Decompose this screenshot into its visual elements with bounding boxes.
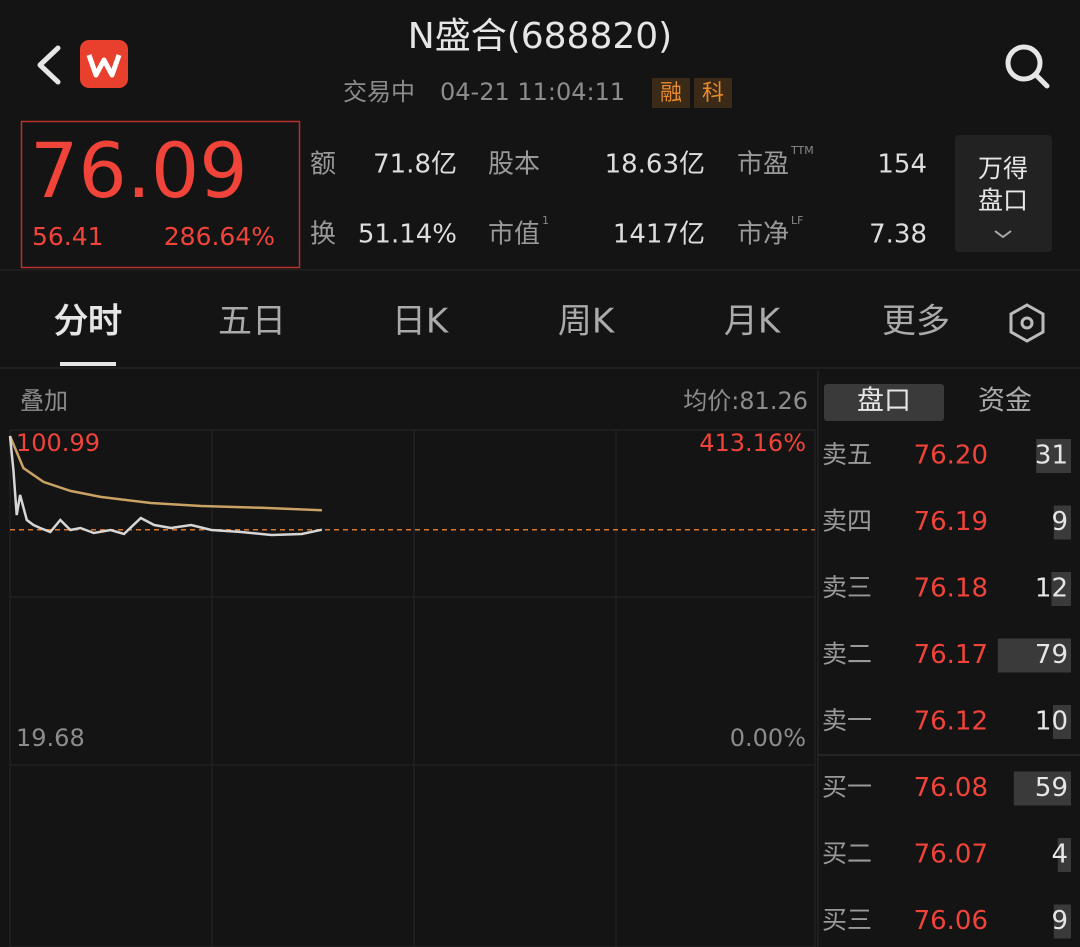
settings-dot	[1020, 316, 1034, 330]
search-icon	[1005, 44, 1043, 82]
book-price: 76.06	[914, 906, 988, 936]
stat-sup: LF	[791, 214, 803, 227]
stat-value: 7.38	[869, 220, 927, 250]
tab[interactable]: 月K	[724, 302, 782, 342]
change: 56.41	[32, 222, 104, 251]
book-volume: 59	[1035, 773, 1068, 803]
volume-bar	[1051, 572, 1071, 606]
volume-bar	[1053, 705, 1071, 739]
book-label: 买二	[822, 839, 872, 868]
book-volume: 10	[1035, 707, 1068, 737]
volume-bar	[997, 638, 1071, 673]
book-label: 卖五	[822, 440, 872, 469]
stat-label: 换	[310, 220, 336, 250]
app-logo[interactable]	[80, 40, 128, 88]
stat-label: 额	[310, 150, 336, 180]
book-tab[interactable]: 资金	[978, 386, 1032, 417]
book-price: 76.18	[914, 574, 988, 604]
chevron	[994, 230, 1012, 239]
volume-bar	[1053, 904, 1071, 939]
logo-mark	[86, 54, 122, 78]
stat-label: 股本	[488, 150, 540, 180]
book-label: 买一	[822, 773, 872, 802]
stat-sup: TTM	[790, 144, 814, 157]
book-price: 76.07	[914, 840, 988, 870]
tab[interactable]: 五日	[218, 302, 286, 342]
y-min-label: 19.68	[16, 724, 85, 752]
badge: 融	[660, 81, 682, 106]
avg-line	[8, 435, 322, 512]
stat-value: 51.14%	[358, 220, 457, 250]
stat-value: 154	[877, 150, 927, 180]
book-price: 76.19	[914, 507, 988, 537]
title: N盛合(688820)	[408, 16, 672, 57]
back-button[interactable]	[37, 45, 61, 85]
stat-value: 71.8亿	[373, 150, 457, 180]
chart-frame	[9, 429, 816, 947]
book-label: 卖一	[822, 706, 872, 735]
badge-bg	[694, 78, 732, 108]
tab-underline	[60, 362, 116, 366]
stat-sup: 1	[542, 214, 549, 227]
search-button[interactable]	[1005, 44, 1050, 89]
tab[interactable]: 日K	[392, 302, 450, 342]
volume-bar	[1013, 771, 1071, 806]
y-max-label: 100.99	[16, 429, 100, 457]
badge: 科	[702, 81, 724, 106]
book-label: 卖二	[822, 640, 872, 669]
volume-bar	[1057, 838, 1071, 872]
book-volume: 4	[1051, 840, 1068, 870]
stat-label: 市净	[737, 220, 789, 250]
search-handle	[1033, 72, 1050, 89]
book-volume: 9	[1051, 906, 1068, 936]
price: 76.09	[30, 126, 248, 215]
book-label: 卖四	[822, 507, 872, 536]
tab[interactable]: 分时	[54, 302, 122, 342]
chart-grid	[9, 429, 816, 947]
tab[interactable]: 更多	[882, 302, 950, 342]
status: 交易中	[343, 78, 415, 106]
book-price: 76.12	[914, 707, 988, 737]
active-tab-bg	[824, 384, 944, 421]
wind-button-label: 盘口	[978, 186, 1028, 215]
stat-label: 市盈	[737, 150, 789, 180]
avg-price: 均价:81.26	[683, 387, 808, 415]
book-volume: 9	[1051, 507, 1068, 537]
book-price: 76.08	[914, 773, 988, 803]
book-volume: 31	[1035, 441, 1068, 471]
stat-label: 市值	[488, 220, 540, 250]
wind-button[interactable]	[955, 135, 1052, 252]
book-tab[interactable]: 盘口	[857, 386, 911, 417]
datetime: 04-21 11:04:11	[440, 78, 625, 106]
book-volume: 12	[1035, 574, 1068, 604]
pct-min-label: 0.00%	[730, 724, 806, 752]
volume-bar	[1036, 439, 1071, 473]
change-pct: 286.64%	[164, 222, 275, 251]
price-line	[8, 435, 323, 537]
settings-button[interactable]	[1009, 303, 1045, 343]
wind-button-label: 万得	[978, 154, 1028, 183]
tab[interactable]: 周K	[558, 302, 616, 342]
volume-bar	[1053, 505, 1071, 540]
book-volume: 79	[1035, 640, 1068, 670]
book-label: 卖三	[822, 573, 872, 602]
stat-value: 1417亿	[613, 220, 705, 250]
book-label: 买三	[822, 906, 872, 935]
pct-max-label: 413.16%	[699, 429, 806, 457]
price-box	[20, 120, 301, 269]
book-price: 76.17	[914, 640, 988, 670]
overlay-button[interactable]: 叠加	[20, 387, 68, 415]
badge-bg	[652, 78, 690, 108]
stat-value: 18.63亿	[605, 150, 705, 180]
book-price: 76.20	[914, 441, 988, 471]
